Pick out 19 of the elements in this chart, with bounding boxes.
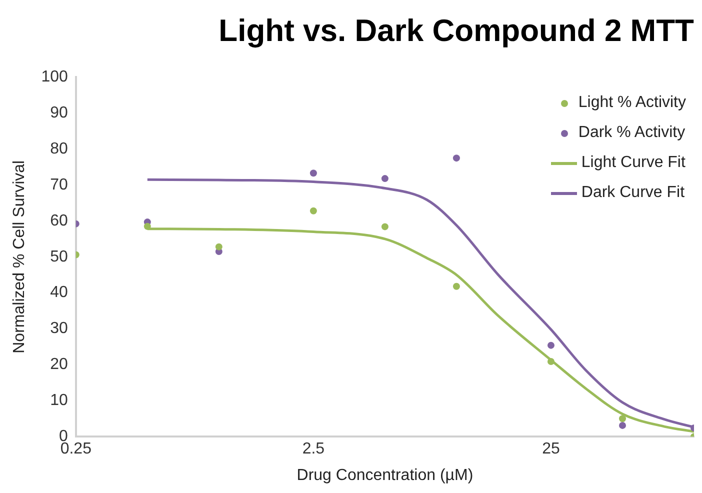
legend-label: Dark % Activity (578, 124, 686, 142)
y-tick-label: 30 (50, 320, 68, 338)
y-tick-label: 100 (41, 68, 68, 86)
x-tick-label: 25 (542, 440, 560, 458)
y-axis-title: Normalized % Cell Survival (11, 160, 28, 354)
y-tick-label: 90 (50, 104, 68, 122)
legend-label: Light % Activity (578, 94, 686, 112)
chart-title: Light vs. Dark Compound 2 MTT (218, 13, 694, 48)
x-tick-label: 2.5 (302, 440, 325, 458)
y-tick-label: 50 (50, 248, 68, 266)
x-axis-title: Drug Concentration (µM) (296, 466, 474, 484)
y-tick-label: 70 (50, 176, 68, 194)
legend-label: Dark Curve Fit (581, 184, 685, 202)
y-tick-label: 40 (50, 284, 68, 302)
y-tick-label: 80 (50, 140, 68, 158)
y-tick-label: 10 (50, 392, 68, 410)
legend-label: Light Curve Fit (581, 154, 686, 172)
y-tick-label: 60 (50, 212, 68, 230)
y-tick-label: 20 (50, 356, 68, 374)
